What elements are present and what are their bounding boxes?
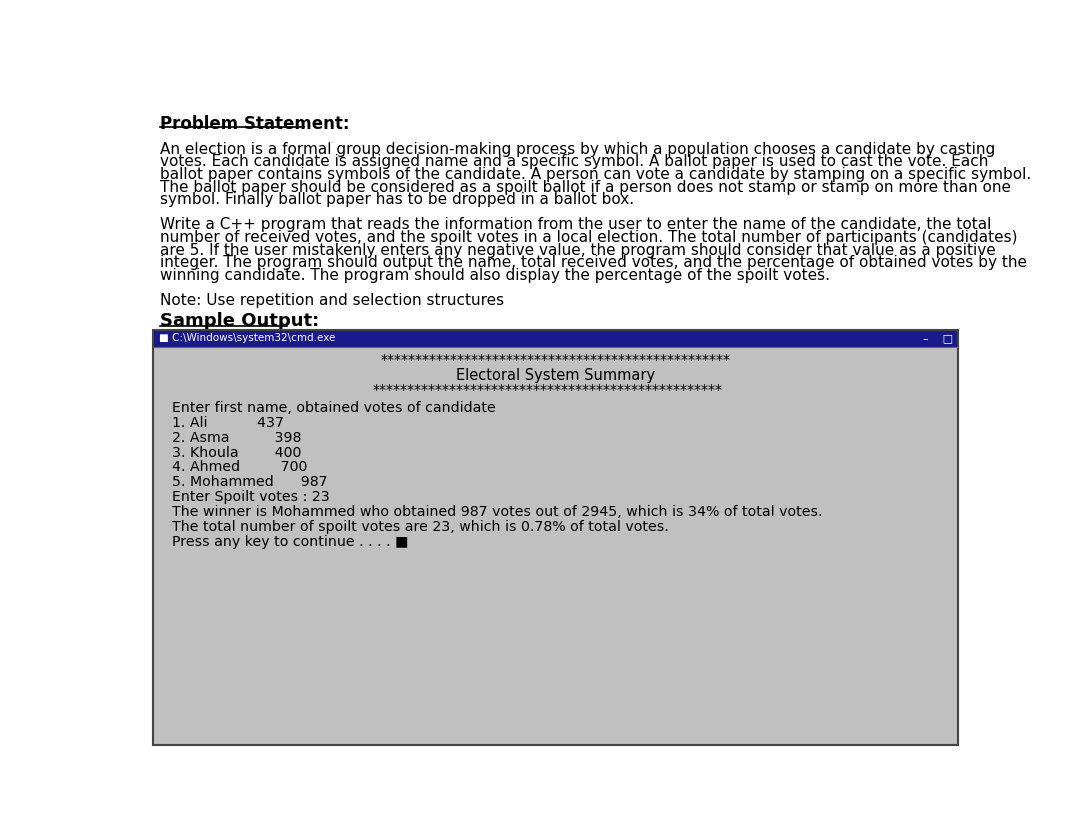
Text: 1. Ali           437: 1. Ali 437 bbox=[172, 416, 284, 430]
Text: 3. Khoula        400: 3. Khoula 400 bbox=[172, 445, 301, 459]
Text: **************************************************: ****************************************… bbox=[380, 353, 730, 367]
Text: The ballot paper should be considered as a spoilt ballot if a person does not st: The ballot paper should be considered as… bbox=[160, 180, 1011, 195]
Text: **************************************************: ****************************************… bbox=[373, 383, 723, 396]
Bar bbox=[153, 330, 958, 347]
Bar bbox=[153, 347, 958, 745]
Text: 4. Ahmed         700: 4. Ahmed 700 bbox=[172, 460, 307, 475]
Text: Electoral System Summary: Electoral System Summary bbox=[456, 368, 656, 383]
Text: Write a C++ program that reads the information from the user to enter the name o: Write a C++ program that reads the infor… bbox=[160, 218, 991, 233]
Text: Note: Use repetition and selection structures: Note: Use repetition and selection struc… bbox=[160, 293, 504, 308]
Text: Sample Output:: Sample Output: bbox=[160, 312, 320, 330]
Text: ballot paper contains symbols of the candidate. A person can vote a candidate by: ballot paper contains symbols of the can… bbox=[160, 167, 1031, 182]
Text: are 5. If the user mistakenly enters any negative value, the program should cons: are 5. If the user mistakenly enters any… bbox=[160, 243, 996, 258]
Text: number of received votes, and the spoilt votes in a local election. The total nu: number of received votes, and the spoilt… bbox=[160, 230, 1017, 245]
Text: Enter Spoilt votes : 23: Enter Spoilt votes : 23 bbox=[172, 491, 329, 504]
Text: The winner is Mohammed who obtained 987 votes out of 2945, which is 34% of total: The winner is Mohammed who obtained 987 … bbox=[172, 505, 822, 519]
Text: ■ C:\Windows\system32\cmd.exe: ■ C:\Windows\system32\cmd.exe bbox=[159, 333, 336, 344]
Text: 5. Mohammed      987: 5. Mohammed 987 bbox=[172, 475, 327, 489]
Text: symbol. Finally ballot paper has to be dropped in a ballot box.: symbol. Finally ballot paper has to be d… bbox=[160, 192, 634, 207]
Bar bbox=[153, 330, 958, 745]
Text: The total number of spoilt votes are 23, which is 0.78% of total votes.: The total number of spoilt votes are 23,… bbox=[172, 520, 669, 534]
Text: 2. Asma          398: 2. Asma 398 bbox=[172, 431, 301, 444]
Text: An election is a formal group decision-making process by which a population choo: An election is a formal group decision-m… bbox=[160, 142, 996, 157]
Text: votes. Each candidate is assigned name and a specific symbol. A ballot paper is : votes. Each candidate is assigned name a… bbox=[160, 155, 988, 170]
Text: –    □: – □ bbox=[923, 333, 954, 344]
Text: Problem Statement:: Problem Statement: bbox=[160, 115, 350, 133]
Text: Enter first name, obtained votes of candidate: Enter first name, obtained votes of cand… bbox=[172, 401, 496, 415]
Text: winning candidate. The program should also display the percentage of the spoilt : winning candidate. The program should al… bbox=[160, 268, 831, 283]
Text: integer. The program should output the name, total received votes, and the perce: integer. The program should output the n… bbox=[160, 255, 1027, 270]
Text: Press any key to continue . . . . ■: Press any key to continue . . . . ■ bbox=[172, 535, 408, 549]
